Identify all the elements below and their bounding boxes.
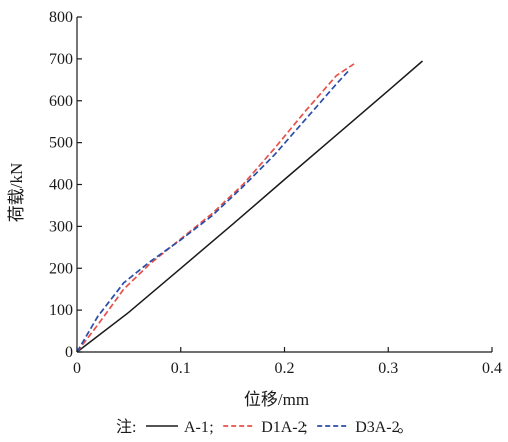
legend-punct: ;: [209, 419, 213, 436]
ticks: 0 100 200 300 400 500 600 700 800 0 0.1 0.2 0.3 0.4: [49, 9, 502, 377]
y-tick-label: 400: [49, 177, 73, 194]
y-tick-label: 700: [49, 51, 73, 68]
y-tick-label: 0: [65, 344, 73, 361]
y-tick-label: 600: [49, 93, 73, 110]
y-axis-title: 荷载/kN: [7, 163, 26, 223]
legend-label-d1a-2: D1A-2: [261, 419, 305, 436]
series-line-a-1: [76, 60, 423, 353]
series-line-d3a-2: [76, 70, 350, 353]
x-tick-label: 0.1: [171, 360, 191, 377]
y-tick-label: 200: [49, 260, 73, 277]
x-axis-title: 位移/mm: [244, 390, 309, 409]
x-tick-label: 0.4: [482, 360, 502, 377]
x-tick-label: 0.2: [275, 360, 295, 377]
x-tick-label: 0.3: [378, 360, 398, 377]
legend-label-d3a-2: D3A-2: [355, 419, 399, 436]
series-line-d1a-2: [76, 63, 355, 353]
legend-punct: 。: [397, 419, 413, 436]
x-tick-label: 0: [73, 360, 81, 377]
y-tick-label: 300: [49, 218, 73, 235]
legend-label-a-1: A-1: [184, 419, 209, 436]
plot-area: 0 100 200 300 400 500 600 700 800 0 0.1 0.2 0.3 0.4: [49, 9, 502, 377]
legend-note: 注: A-1; D1A-2; D3A-2。: [116, 418, 413, 436]
legend-punct: ;: [303, 419, 307, 436]
y-tick-label: 800: [49, 9, 73, 26]
y-tick-label: 100: [49, 302, 73, 319]
y-tick-label: 500: [49, 135, 73, 152]
legend-prefix: 注:: [116, 418, 136, 436]
series-layer: [76, 60, 423, 353]
